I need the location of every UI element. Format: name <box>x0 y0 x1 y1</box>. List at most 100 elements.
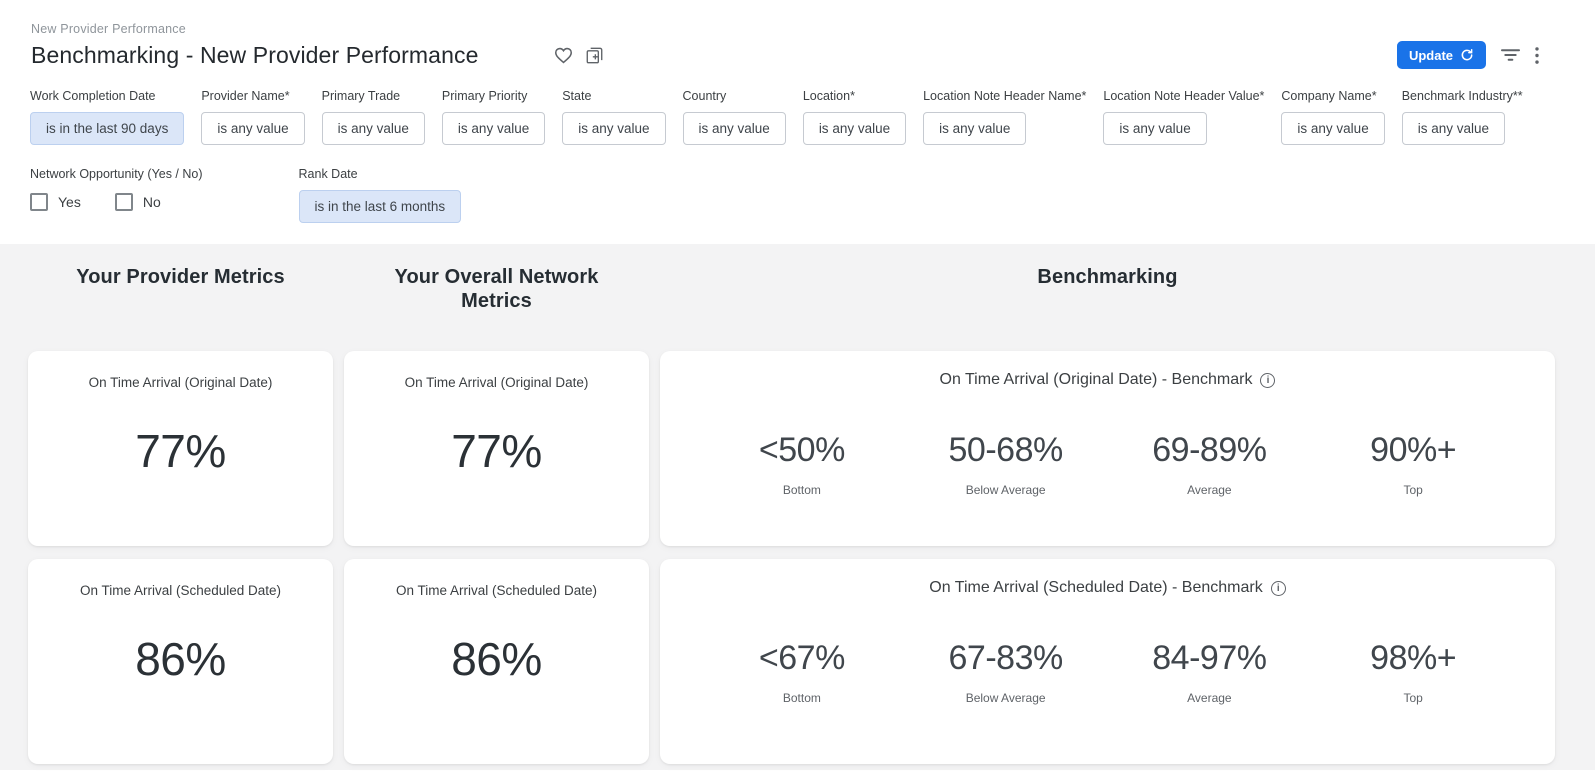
refresh-icon <box>1461 49 1473 61</box>
checkbox-no-label: No <box>142 194 161 210</box>
filter-chip-benchmark-industry[interactable]: is any value <box>1401 112 1505 145</box>
filter-location-note-header-name: Location Note Header Name* is any value <box>923 89 1086 145</box>
tier-value: 50-68% <box>948 431 1064 469</box>
filter-label: Rank Date <box>298 167 358 181</box>
filter-chip-location[interactable]: is any value <box>802 112 907 145</box>
info-icon[interactable]: i <box>1270 580 1286 596</box>
tier-label: Below Average <box>965 691 1046 705</box>
filter-provider-name: Provider Name* is any value <box>201 89 305 145</box>
filter-label: Provider Name* <box>201 89 290 103</box>
filter-work-completion-date: Work Completion Date is in the last 90 d… <box>30 89 185 145</box>
filter-benchmark-industry: Benchmark Industry** is any value <box>1401 89 1523 145</box>
benchmark-card-scheduled-date: On Time Arrival (Scheduled Date) - Bench… <box>660 559 1555 764</box>
filter-label: Location* <box>802 89 855 103</box>
filter-row-2: Network Opportunity (Yes / No) Yes No Ra… <box>30 167 1595 223</box>
page-title: Benchmarking - New Provider Performance <box>31 41 479 68</box>
network-metric-card-scheduled-date: On Time Arrival (Scheduled Date) 86% <box>344 559 649 764</box>
filter-chip-location-note-header-name[interactable]: is any value <box>923 112 1027 145</box>
tier-value: 67-83% <box>948 639 1064 677</box>
dashboard-header: New Provider Performance Benchmarking - … <box>0 0 1595 69</box>
section-title-benchmarking: Benchmarking <box>1037 266 1178 288</box>
duplicate-copy-icon[interactable] <box>586 47 603 64</box>
metric-title: On Time Arrival (Original Date) <box>404 375 589 390</box>
metric-title: On Time Arrival (Scheduled Date) <box>79 583 282 598</box>
filter-chip-primary-priority[interactable]: is any value <box>441 112 546 145</box>
filter-chip-provider-name[interactable]: is any value <box>201 112 305 145</box>
filter-company-name: Company Name* is any value <box>1281 89 1385 145</box>
tier-label: Below Average <box>965 483 1046 497</box>
tier-value: <67% <box>758 639 845 677</box>
filter-chip-state[interactable]: is any value <box>562 112 666 145</box>
tier-label: Bottom <box>782 483 821 497</box>
tier-value: 84-97% <box>1152 639 1267 677</box>
benchmark-tier-average: 84-97% Average <box>1108 639 1312 705</box>
filter-label: Network Opportunity (Yes / No) <box>30 167 203 181</box>
benchmark-tier-top: 98%+ Top <box>1311 639 1515 705</box>
info-icon[interactable]: i <box>1260 372 1276 388</box>
tier-value: 98%+ <box>1370 639 1457 677</box>
filter-chip-location-note-header-value[interactable]: is any value <box>1103 112 1207 145</box>
filter-chip-primary-trade[interactable]: is any value <box>321 112 425 145</box>
kebab-menu-icon[interactable] <box>1535 46 1539 64</box>
filter-chip-work-completion-date[interactable]: is in the last 90 days <box>30 112 185 145</box>
benchmark-tier-bottom: <50% Bottom <box>700 431 904 497</box>
benchmark-tier-below-average: 50-68% Below Average <box>904 431 1108 497</box>
metric-title: On Time Arrival (Original Date) <box>88 375 273 390</box>
metric-value: 86% <box>135 633 226 685</box>
provider-metric-card-scheduled-date: On Time Arrival (Scheduled Date) 86% <box>28 559 333 764</box>
metric-value: 77% <box>135 425 226 477</box>
filter-network-opportunity: Network Opportunity (Yes / No) Yes No <box>30 167 203 223</box>
favorite-heart-icon[interactable] <box>554 47 573 64</box>
filter-label: Company Name* <box>1281 89 1377 103</box>
metric-value: 86% <box>451 633 542 685</box>
tier-label: Bottom <box>782 691 821 705</box>
benchmark-title: On Time Arrival (Original Date) - Benchm… <box>939 371 1253 388</box>
benchmark-tier-top: 90%+ Top <box>1311 431 1515 497</box>
filter-row-1: Work Completion Date is in the last 90 d… <box>30 89 1595 145</box>
filter-primary-priority: Primary Priority is any value <box>441 89 546 145</box>
filter-label: Location Note Header Name* <box>923 89 1087 103</box>
provider-metric-card-original-date: On Time Arrival (Original Date) 77% <box>28 351 333 546</box>
filter-label: Benchmark Industry** <box>1401 89 1523 103</box>
filter-label: Country <box>682 89 727 103</box>
filter-label: Location Note Header Value* <box>1103 89 1265 103</box>
filter-primary-trade: Primary Trade is any value <box>321 89 425 145</box>
benchmark-tier-bottom: <67% Bottom <box>700 639 904 705</box>
breadcrumb[interactable]: New Provider Performance <box>31 22 186 36</box>
checkbox-yes-label: Yes <box>58 194 81 210</box>
filter-icon[interactable] <box>1501 48 1520 62</box>
filter-chip-rank-date[interactable]: is in the last 6 months <box>298 190 462 223</box>
filter-location: Location* is any value <box>802 89 907 145</box>
filter-label: State <box>562 89 592 103</box>
update-button-label: Update <box>1408 47 1453 63</box>
tier-label: Top <box>1403 483 1423 497</box>
metric-value: 77% <box>451 425 542 477</box>
network-metric-card-original-date: On Time Arrival (Original Date) 77% <box>344 351 649 546</box>
tier-value: 90%+ <box>1370 431 1457 469</box>
filter-chip-country[interactable]: is any value <box>682 112 786 145</box>
filter-location-note-header-value: Location Note Header Value* is any value <box>1103 89 1264 145</box>
section-title-provider-metrics: Your Provider Metrics <box>76 266 285 288</box>
filter-state: State is any value <box>562 89 666 145</box>
dashboard-body: Your Provider Metrics Your Overall Netwo… <box>0 244 1595 770</box>
filter-label: Primary Trade <box>321 89 401 103</box>
tier-label: Average <box>1187 691 1232 705</box>
filter-rank-date: Rank Date is in the last 6 months <box>298 167 462 223</box>
checkbox-no[interactable] <box>114 193 133 211</box>
benchmark-title: On Time Arrival (Scheduled Date) - Bench… <box>929 579 1263 596</box>
filter-label: Primary Priority <box>441 89 528 103</box>
filter-bar: Work Completion Date is in the last 90 d… <box>0 69 1595 223</box>
benchmark-tier-below-average: 67-83% Below Average <box>904 639 1108 705</box>
tier-value: 69-89% <box>1152 431 1267 469</box>
update-button[interactable]: Update <box>1396 41 1486 69</box>
tier-label: Top <box>1403 691 1423 705</box>
benchmark-tier-average: 69-89% Average <box>1108 431 1312 497</box>
tier-value: <50% <box>758 431 845 469</box>
filter-label: Work Completion Date <box>30 89 156 103</box>
filter-chip-company-name[interactable]: is any value <box>1281 112 1385 145</box>
checkbox-yes[interactable] <box>30 193 48 211</box>
section-title-network-metrics: Your Overall Network Metrics <box>394 266 599 312</box>
tier-label: Average <box>1187 483 1232 497</box>
metric-title: On Time Arrival (Scheduled Date) <box>395 583 598 598</box>
filter-country: Country is any value <box>682 89 786 145</box>
